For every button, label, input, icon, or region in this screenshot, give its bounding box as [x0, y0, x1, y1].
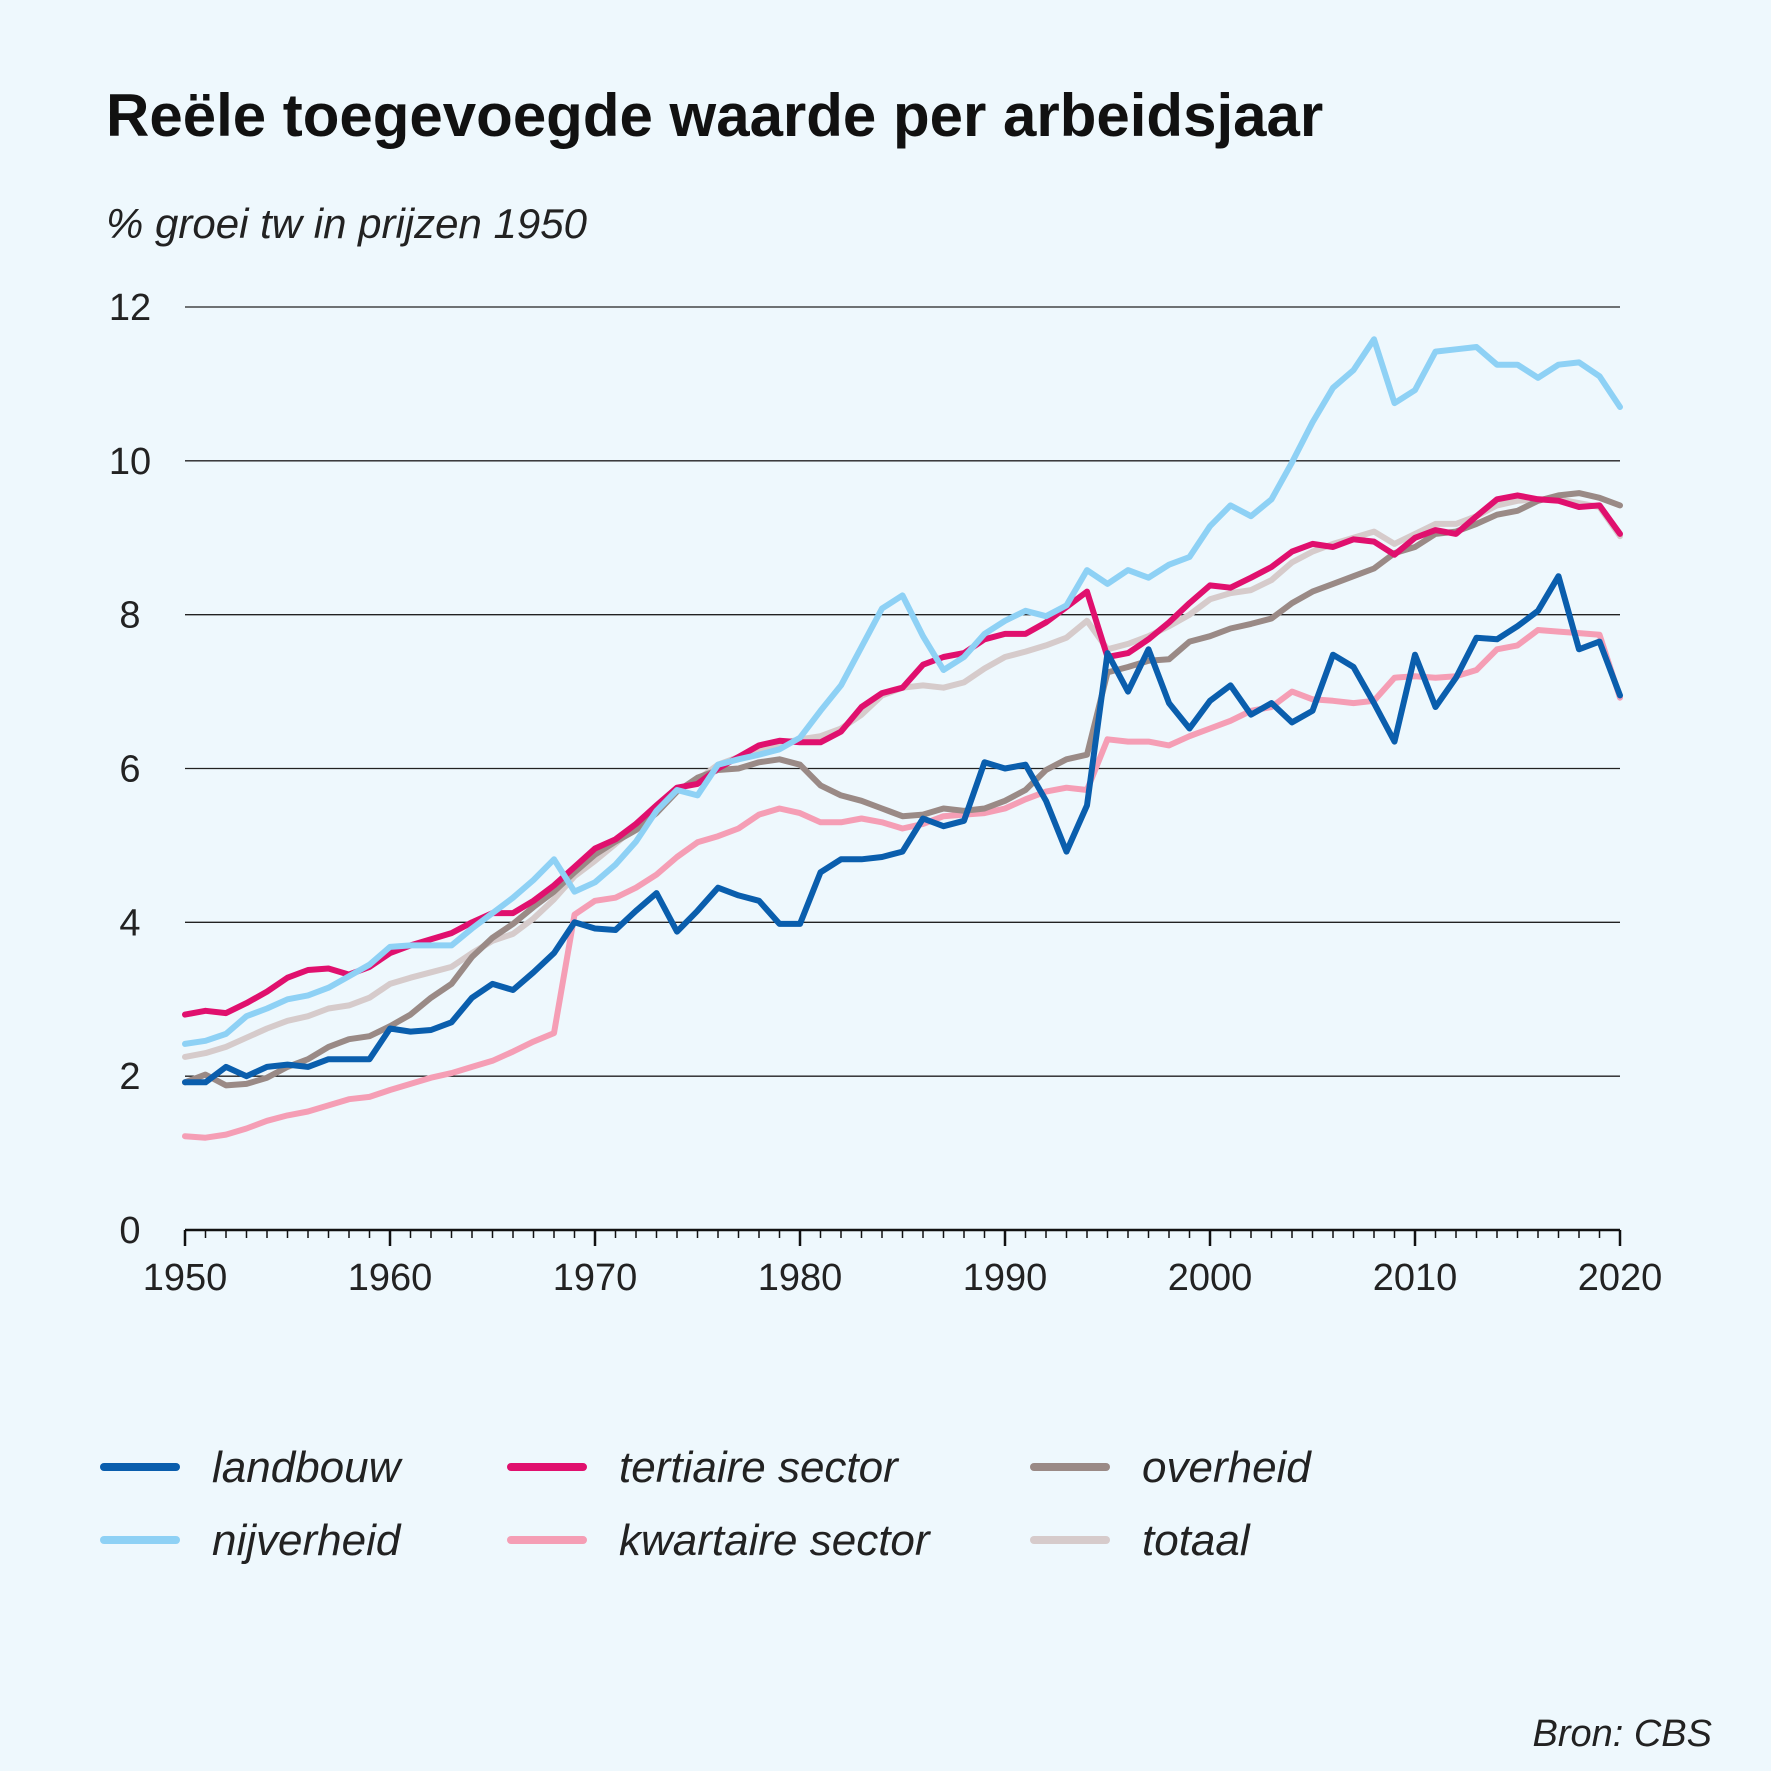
- y-tick-label-8: 8: [119, 595, 140, 637]
- legend-label-totaal: totaal: [1142, 1516, 1251, 1565]
- chart-title: Reële toegevoegde waarde per arbeidsjaar: [106, 82, 1323, 149]
- series-lines: [182, 336, 1623, 1141]
- x-tick-label-1950: 1950: [143, 1257, 228, 1299]
- x-tick-label-2020: 2020: [1578, 1257, 1663, 1299]
- y-tick-label-10: 10: [109, 441, 151, 483]
- x-tick-label-1960: 1960: [348, 1257, 433, 1299]
- x-tick-label-1980: 1980: [758, 1257, 843, 1299]
- gridlines: [185, 306, 1620, 1077]
- series-line-landbouw: [182, 573, 1623, 1086]
- x-tick-label-1990: 1990: [963, 1257, 1048, 1299]
- y-tick-label-4: 4: [119, 902, 140, 944]
- series-line-overheid: [182, 490, 1623, 1089]
- chart-subtitle: % groei tw in prijzen 1950: [106, 200, 588, 247]
- y-tick-label-0: 0: [119, 1210, 140, 1252]
- y-tick-label-6: 6: [119, 749, 140, 791]
- legend-label-nijverheid: nijverheid: [212, 1516, 402, 1565]
- legend-label-tertiaire-sector: tertiaire sector: [619, 1443, 900, 1492]
- series-line-kwartaire-sector: [182, 627, 1623, 1141]
- legend-label-landbouw: landbouw: [212, 1443, 404, 1492]
- series-line-totaal: [182, 496, 1623, 1060]
- x-tick-label-1970: 1970: [553, 1257, 638, 1299]
- series-line-nijverheid: [182, 336, 1623, 1047]
- series-line-tertiaire-sector: [182, 492, 1623, 1018]
- y-tick-label-2: 2: [119, 1056, 140, 1098]
- source-note: Bron: CBS: [1532, 1713, 1712, 1755]
- legend-label-kwartaire-sector: kwartaire sector: [619, 1516, 932, 1565]
- axes: 0 2 4 6 8 10 12 1950 1960 1970 1980 1990 2000 2010 202…: [109, 287, 1662, 1299]
- legend: landbouw nijverheid tertiaire sector kwarta…: [100, 1443, 1312, 1565]
- y-tick-label-12: 12: [109, 287, 151, 329]
- x-tick-label-2010: 2010: [1373, 1257, 1458, 1299]
- legend-label-overheid: overheid: [1142, 1443, 1312, 1492]
- x-tick-label-2000: 2000: [1168, 1257, 1253, 1299]
